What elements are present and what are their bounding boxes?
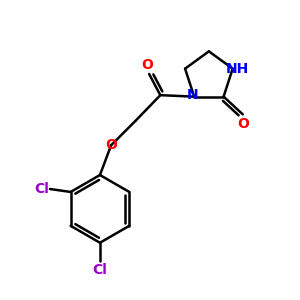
Text: N: N — [187, 88, 199, 102]
Text: O: O — [105, 138, 117, 152]
Text: O: O — [237, 117, 249, 131]
Text: O: O — [142, 58, 154, 71]
Text: Cl: Cl — [92, 263, 107, 278]
Text: NH: NH — [226, 62, 249, 76]
Text: Cl: Cl — [34, 182, 49, 196]
